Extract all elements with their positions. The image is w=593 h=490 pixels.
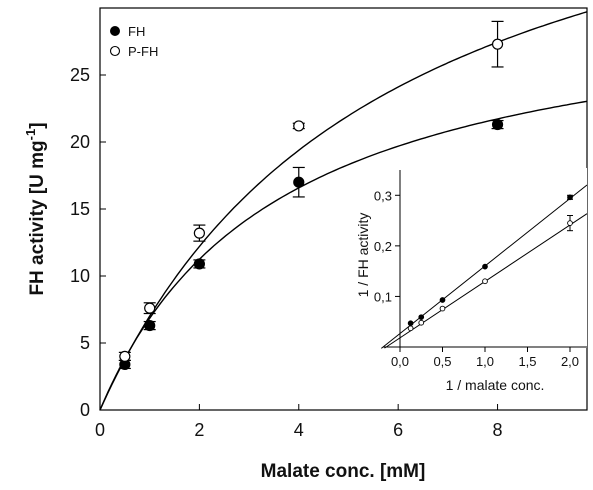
point-p-fh (193, 227, 205, 239)
inset-background (376, 168, 587, 348)
y-tick-label: 20 (70, 132, 90, 152)
fit-curve-fh (99, 100, 588, 411)
inset-x-tick-label: 1,0 (476, 354, 494, 369)
inset-x-axis-title: 1 / malate conc. (446, 377, 545, 393)
x-tick-label: 4 (294, 420, 304, 440)
inset-chart: 0,0 0,5 1,0 1,5 2,0 0,1 0,2 0,3 1 / malate conc… (355, 168, 588, 393)
point-p-fh (491, 38, 504, 50)
inset-x-tick-label: 0,0 (391, 354, 409, 369)
point-p-fh (119, 350, 131, 362)
main-fit-curves (99, 11, 588, 411)
y-tick-label: 25 (70, 65, 90, 85)
inset-x-tick-label: 2,0 (561, 354, 579, 369)
inset-data-points (407, 194, 573, 332)
inset-point-p-fh (567, 220, 573, 226)
inset-point-p-fh (418, 319, 425, 326)
inset-x-tick-label: 1,5 (518, 354, 536, 369)
inset-point-fh (439, 297, 446, 303)
x-tick-label: 8 (493, 420, 503, 440)
fit-curve-p-fh (99, 11, 588, 411)
y-tick-label: 10 (70, 266, 90, 286)
inset-point-fh (418, 314, 425, 321)
point-fh (491, 118, 504, 131)
y-axis-title-main: FH activity [U mg (27, 140, 48, 295)
legend-marker-fh (110, 26, 120, 36)
point-p-fh (293, 120, 305, 132)
inset-x-tick-label: 0,5 (433, 354, 451, 369)
main-ticks: 0 2 4 6 8 0 5 10 15 20 25 (70, 65, 503, 440)
inset-point-p-fh (407, 325, 414, 332)
inset-point-fh (567, 194, 573, 201)
x-axis-title: Malate conc. [mM] (261, 461, 426, 482)
legend: FH P-FH (109, 24, 158, 59)
x-tick-label: 0 (95, 420, 105, 440)
point-p-fh (144, 302, 156, 314)
point-fh (193, 258, 205, 270)
y-tick-label: 15 (70, 199, 90, 219)
point-fh (144, 319, 156, 332)
inset-y-axis-title: 1 / FH activity (355, 213, 371, 298)
inset-point-fh (407, 320, 414, 327)
inset-y-tick-label: 0,1 (374, 289, 392, 304)
point-fh (293, 176, 305, 188)
x-tick-label: 6 (393, 420, 403, 440)
y-tick-label: 0 (80, 400, 90, 420)
main-chart: 0 2 4 6 8 0 5 10 15 20 25 FH P-FH Malate conc. [mM… (23, 7, 588, 482)
inset-point-fh (482, 263, 488, 270)
legend-label-fh: FH (128, 24, 145, 39)
inset-ticks: 0,0 0,5 1,0 1,5 2,0 0,1 0,2 0,3 (374, 188, 579, 369)
inset-point-p-fh (482, 278, 488, 285)
y-axis-title-close: ] (27, 122, 48, 128)
legend-label-pfh: P-FH (128, 44, 158, 59)
legend-marker-pfh (109, 45, 121, 57)
inset-point-p-fh (439, 305, 446, 312)
inset-y-tick-label: 0,3 (374, 188, 392, 203)
main-data-points (118, 20, 504, 371)
x-tick-label: 2 (194, 420, 204, 440)
y-axis-title-sup: -1 (23, 129, 38, 141)
y-axis-title: FH activity [U mg-1] (23, 122, 48, 295)
y-tick-label: 5 (80, 333, 90, 353)
inset-y-tick-label: 0,2 (374, 239, 392, 254)
